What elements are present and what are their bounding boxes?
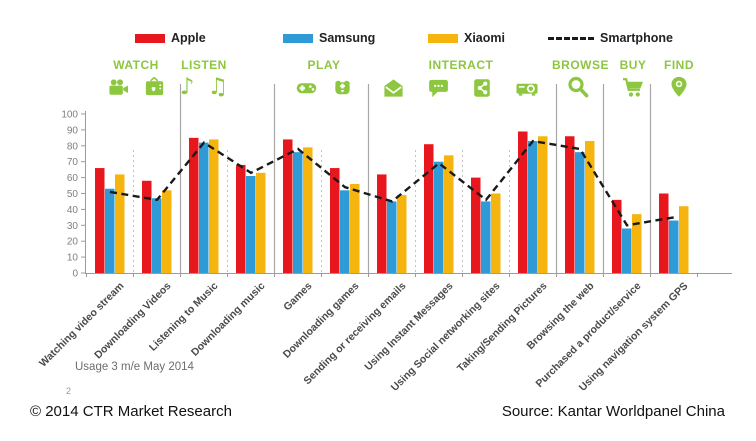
music-notes-icon: ♫ <box>207 74 229 100</box>
chat-icon <box>427 76 450 99</box>
category-play: PLAY <box>288 58 360 99</box>
y-tick-label: 90 <box>67 125 79 136</box>
tv-icon <box>143 76 166 99</box>
bar-xiaomi-2 <box>209 139 219 273</box>
bar-samsung-1 <box>152 198 162 273</box>
legend-label: Smartphone <box>600 31 673 45</box>
category-label: BROWSE <box>552 58 609 72</box>
bar-samsung-3 <box>246 176 256 273</box>
share-icon <box>471 77 493 99</box>
bar-apple-7 <box>424 144 434 273</box>
legend: Apple Samsung Xiaomi Smartphone <box>0 30 756 48</box>
bar-xiaomi-3 <box>256 172 266 273</box>
y-tick-label: 50 <box>67 189 79 200</box>
bar-apple-2 <box>189 137 199 273</box>
bar-apple-4 <box>283 139 293 273</box>
category-browse: BROWSE <box>552 58 609 99</box>
bar-samsung-5 <box>340 190 350 273</box>
bar-samsung-6 <box>387 201 397 273</box>
usage-note: Usage 3 m/e May 2014 <box>75 361 194 373</box>
legend-item-samsung: Samsung <box>283 30 375 46</box>
legend-label: Xiaomi <box>464 31 505 45</box>
category-label: WATCH <box>113 58 159 72</box>
bar-samsung-12 <box>669 220 679 273</box>
bar-samsung-8 <box>481 201 491 273</box>
cart-icon <box>621 76 645 99</box>
bar-apple-9 <box>518 131 528 273</box>
bar-apple-0 <box>95 168 105 273</box>
envelope-icon <box>382 77 405 99</box>
gamepad-icon <box>295 76 318 99</box>
y-tick-label: 40 <box>67 205 79 216</box>
bar-xiaomi-5 <box>350 183 360 273</box>
category-buy: BUY <box>608 58 658 99</box>
y-tick-label: 80 <box>67 141 79 152</box>
location-pin-icon <box>668 75 690 99</box>
bar-xiaomi-8 <box>491 193 501 273</box>
source-text: Source: Kantar Worldpanel China <box>501 403 725 420</box>
smartphone-average-line <box>109 139 675 227</box>
y-tick-label: 30 <box>67 221 79 232</box>
category-interact: INTERACT <box>382 58 540 99</box>
bar-apple-1 <box>142 180 152 273</box>
bar-xiaomi-11 <box>632 214 642 273</box>
chart-plot: 0 10 20 30 40 50 60 70 80 90 100 <box>61 84 732 280</box>
video-camera-icon <box>107 78 130 99</box>
category-label: LISTEN <box>181 58 227 72</box>
bar-samsung-11 <box>622 228 632 273</box>
projector-icon <box>515 77 540 99</box>
bar-xiaomi-12 <box>679 206 689 273</box>
y-tick-label: 60 <box>67 173 79 184</box>
category-label: BUY <box>619 58 647 72</box>
category-label: FIND <box>664 58 694 72</box>
apple-swatch <box>135 33 165 43</box>
bar-apple-12 <box>659 193 669 273</box>
bar-samsung-10 <box>575 152 585 273</box>
category-listen: LISTEN ♪ ♫ <box>168 58 240 99</box>
y-tick-label: 100 <box>61 110 78 121</box>
samsung-swatch <box>283 33 313 43</box>
legend-label: Samsung <box>319 31 376 45</box>
legend-label: Apple <box>171 31 206 45</box>
bar-apple-5 <box>330 168 340 273</box>
y-tick-label: 20 <box>67 237 79 248</box>
bar-xiaomi-0 <box>115 174 125 273</box>
copyright-text: © 2014 CTR Market Research <box>30 403 232 420</box>
y-tick-label: 70 <box>67 157 79 168</box>
y-tick-label: 0 <box>72 269 78 280</box>
smartphone-line-swatch <box>548 36 594 40</box>
bar-xiaomi-9 <box>538 136 548 273</box>
category-label: PLAY <box>307 58 341 72</box>
bar-xiaomi-10 <box>585 141 595 273</box>
bar-xiaomi-4 <box>303 147 313 273</box>
category-label: INTERACT <box>428 58 494 72</box>
bar-xiaomi-6 <box>397 195 407 273</box>
magnifier-icon <box>566 75 590 99</box>
legend-item-apple: Apple <box>135 30 206 46</box>
bar-samsung-4 <box>293 152 303 273</box>
page-number: 2 <box>66 386 72 396</box>
bar-samsung-9 <box>528 141 538 273</box>
bar-apple-11 <box>612 199 622 273</box>
category-find: FIND <box>654 58 704 99</box>
bar-apple-10 <box>565 136 575 273</box>
y-tick-label: 10 <box>67 253 79 264</box>
category-watch: WATCH <box>98 58 174 99</box>
bar-xiaomi-1 <box>162 190 172 273</box>
bar-samsung-7 <box>434 161 444 273</box>
bar-apple-6 <box>377 174 387 273</box>
bar-samsung-0 <box>105 188 115 273</box>
xiaomi-swatch <box>428 33 458 43</box>
legend-item-smartphone: Smartphone <box>548 30 673 46</box>
legend-item-xiaomi: Xiaomi <box>428 30 505 46</box>
bar-apple-8 <box>471 177 481 273</box>
bar-samsung-2 <box>199 142 209 273</box>
gamepad-alt-icon <box>331 76 354 99</box>
bar-apple-3 <box>236 164 246 273</box>
bar-xiaomi-7 <box>444 155 454 273</box>
music-note-icon: ♪ <box>179 74 195 100</box>
